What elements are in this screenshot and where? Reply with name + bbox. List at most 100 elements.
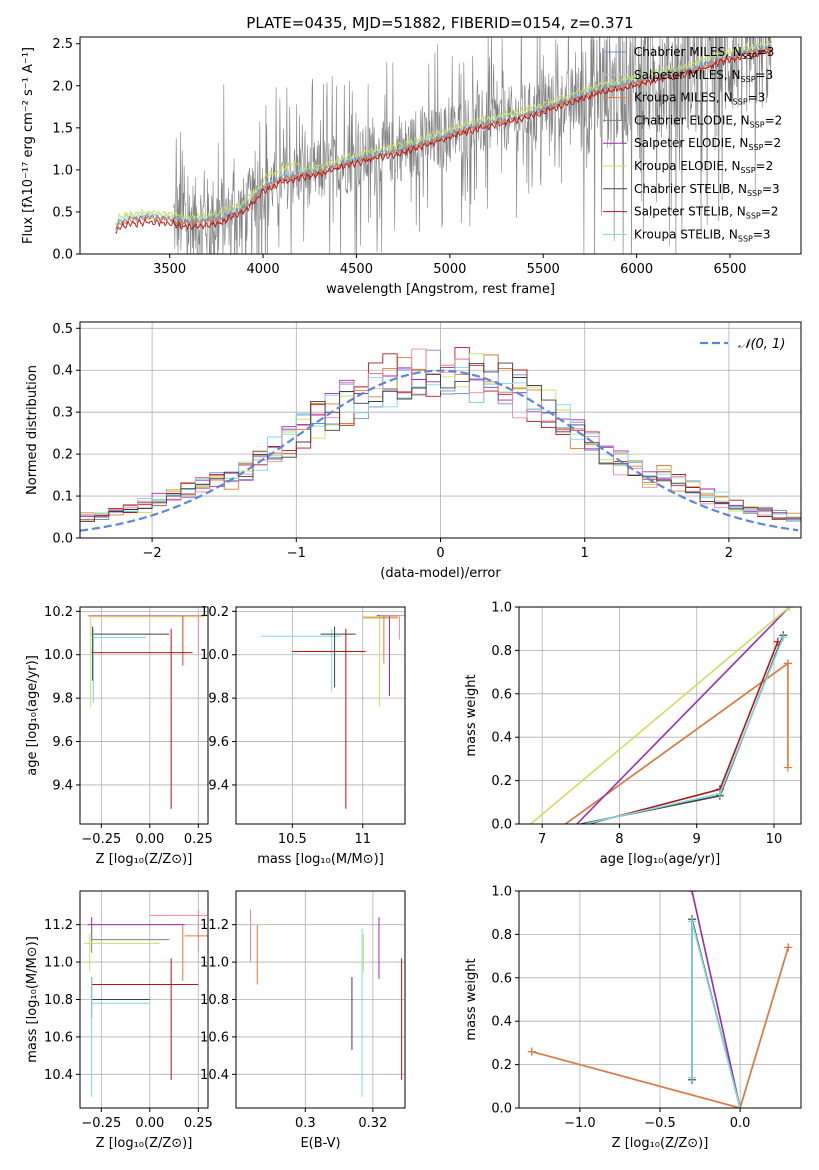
legend-text: Kroupa ELODIE, N [634, 159, 741, 173]
plot-area [83, 909, 208, 1097]
legend-text: Salpeter ELODIE, N [634, 136, 748, 150]
x-tick-label: 5000 [433, 262, 466, 277]
plot-area [80, 347, 801, 532]
y-tick-label: 0.6 [491, 687, 512, 702]
model-line-kroupa_elodie [115, 40, 772, 226]
legend-suffix: =2 [765, 113, 783, 127]
legend-suffix: =3 [753, 227, 771, 241]
y-tick-label: 11.0 [44, 956, 73, 971]
x-tick-label: 7 [538, 832, 546, 847]
series-line [576, 607, 790, 824]
x-axis-label: Z [log₁₀(Z/Z⊙)] [612, 1136, 709, 1151]
x-tick-label: 10 [766, 832, 783, 847]
model-line-salpeter_stelib [115, 49, 772, 234]
legend-entry: Chabrier ELODIE, NSSP=2 [634, 113, 782, 129]
y-axis-label: mass weight [464, 958, 479, 1040]
legend-text: Salpeter MILES, N [634, 68, 741, 82]
legend-suffix: =2 [763, 136, 781, 150]
histogram-step-salpeter_stelib [80, 347, 801, 521]
y-tick-label: 0.8 [491, 928, 512, 943]
y-tick-label: 9.6 [52, 735, 73, 750]
y-tick-label: 1.0 [491, 601, 512, 616]
y-tick-label: 9.4 [208, 778, 229, 793]
y-tick-label: 0.2 [491, 1058, 512, 1073]
y-tick-label: 0.3 [52, 406, 73, 421]
x-tick-label: −0.25 [81, 1116, 121, 1131]
axes-frame [235, 606, 406, 825]
y-tick-label: 0.4 [52, 364, 73, 379]
y-tick-label: 1.0 [52, 163, 73, 178]
y-tick-label: 0.5 [52, 322, 73, 337]
series-line [691, 891, 741, 1108]
y-tick-label: 0.0 [491, 818, 512, 833]
series-line [531, 947, 789, 1108]
x-tick-label: 0.0 [730, 1116, 751, 1131]
y-tick-label: 10.6 [200, 1030, 229, 1045]
plot-area [250, 909, 403, 1097]
axes-frame [518, 890, 802, 1109]
y-tick-label: 2.0 [52, 79, 73, 94]
x-tick-label: 2 [725, 546, 733, 561]
legend-sub: SSP [747, 189, 762, 198]
x-tick-label: 0 [436, 546, 444, 561]
axes-frame [79, 321, 802, 539]
axes-frame [79, 606, 209, 825]
panel-residuals: −2 −1 0 1 2 0.0 0.1 0.2 0.3 0.4 0.5 (data-model)/er… [25, 321, 802, 581]
legend-entry: Salpeter STELIB, NSSP=2 [634, 205, 778, 221]
series-line [691, 921, 741, 1108]
legend-sub: SSP [733, 98, 748, 107]
y-tick-label: 0.5 [52, 205, 73, 220]
y-tick-label: 11.2 [200, 918, 229, 933]
y-tick-label: 9.4 [52, 778, 73, 793]
x-tick-label: 5500 [527, 262, 560, 277]
x-tick-label: 6000 [620, 262, 653, 277]
axes-frame [79, 890, 209, 1109]
y-tick-label: 0.1 [52, 490, 73, 505]
legend-suffix: =3 [748, 91, 766, 105]
x-tick-label: 0.25 [184, 1116, 213, 1131]
y-axis-label: mass weight [464, 674, 479, 756]
legend-entry: 𝒩(0, 1) [738, 337, 785, 352]
axes-frame [235, 890, 406, 1109]
panel-spectrum: 3500 4000 4500 5000 5500 6000 6500 0.0 0.5 1.0 1.5… [21, 36, 802, 297]
model-line-kroupa_miles [115, 45, 772, 230]
legend-sub: SSP [741, 75, 756, 84]
y-tick-label: 9.8 [52, 692, 73, 707]
y-tick-label: 10.4 [44, 1068, 73, 1083]
legend-entry: Salpeter ELODIE, NSSP=2 [634, 136, 781, 152]
series-line [584, 637, 784, 824]
x-axis-label: age [log₁₀(age/yr)] [600, 852, 721, 867]
legend-text: Kroupa STELIB, N [634, 227, 738, 241]
x-tick-label: 0.00 [135, 1116, 164, 1131]
axes-frame [518, 606, 802, 825]
x-tick-label: 4000 [247, 262, 280, 277]
y-axis-label: age [log₁₀(age/yr)] [25, 655, 40, 776]
histogram-step-pink [80, 348, 801, 520]
x-tick-label: 3500 [153, 262, 186, 277]
y-axis-label: mass [log₁₀(M/M⊙)] [25, 936, 40, 1063]
legend-suffix: =2 [756, 159, 774, 173]
model-line-kroupa_stelib [115, 42, 772, 229]
legend-sub: SSP [741, 166, 756, 175]
x-axis-label: Z [log₁₀(Z/Z⊙)] [96, 1136, 193, 1151]
x-tick-label: 0.32 [358, 1116, 387, 1131]
legend-sub: SSP [746, 212, 761, 221]
y-tick-label: 0.0 [52, 248, 73, 263]
panel-mass_vs_Z: −0.25 0.00 0.25 10.4 10.6 10.8 11.0 11.2 Z [log₁… [25, 890, 213, 1151]
x-tick-label: 0.3 [295, 1116, 316, 1131]
normal-curve-line [80, 369, 799, 532]
y-tick-label: 0.2 [491, 774, 512, 789]
y-tick-label: 11.0 [200, 956, 229, 971]
y-tick-label: 9.8 [208, 692, 229, 707]
legend-suffix: =3 [762, 182, 780, 196]
panel-age_vs_mass: 10.5 11 9.4 9.6 9.8 10.0 10.2 mass [log₁₀(M/M⊙)… [200, 605, 406, 867]
legend-entry: Chabrier MILES, NSSP=3 [634, 45, 774, 61]
legend-text: Salpeter STELIB, N [634, 205, 746, 219]
x-axis-label: E(B-V) [300, 1136, 340, 1151]
y-tick-label: 0.8 [491, 644, 512, 659]
y-tick-label: 11.2 [44, 918, 73, 933]
series-line [588, 641, 779, 824]
legend-entry: Kroupa STELIB, NSSP=3 [634, 227, 771, 243]
x-tick-label: −0.25 [81, 832, 121, 847]
